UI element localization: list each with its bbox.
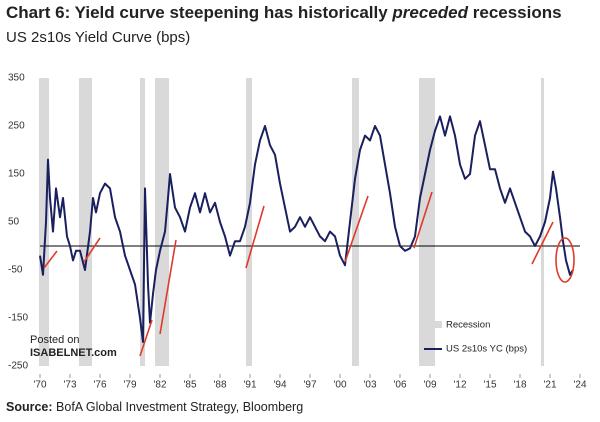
recession-band [352, 78, 359, 366]
arrow [344, 195, 369, 263]
x-tick-label: '97 [303, 380, 316, 391]
plot-area: 350 250 150 50 -50 -150 -250 '70 '73 '76 '79 '82 '85… [8, 73, 587, 391]
data-line [39, 115, 574, 343]
y-tick-label: -50 [8, 265, 23, 276]
arrow [43, 250, 58, 269]
watermark: Posted on ISABELNET.com [30, 334, 117, 359]
recession-band [39, 78, 49, 366]
x-tick-label: '24 [573, 380, 586, 391]
title-part: recessions [473, 3, 562, 22]
chart-title: Chart 6: Yield curve steepening has hist… [6, 3, 562, 22]
arrow [159, 239, 177, 335]
x-tick-label: '15 [483, 380, 496, 391]
source: Source: BofA Global Investment Strategy,… [6, 400, 303, 414]
source-text: BofA Global Investment Strategy, Bloombe… [56, 400, 303, 414]
y-tick-label: 50 [8, 217, 20, 228]
recession-band [541, 78, 544, 366]
x-tick-label: '12 [453, 380, 466, 391]
highlight-circle [555, 237, 575, 283]
x-tick-label: '09 [423, 380, 436, 391]
y-tick-label: -150 [8, 313, 28, 324]
arrow [83, 237, 101, 263]
legend: Recession US 2s10s YC (bps) [424, 320, 527, 355]
legend-label: US 2s10s YC (bps) [446, 344, 527, 355]
x-tick-label: '76 [93, 380, 106, 391]
x-tick-label: '18 [513, 380, 526, 391]
recession-band [140, 78, 145, 366]
x-tick-label: '88 [213, 380, 226, 391]
x-tick-label: '06 [393, 380, 406, 391]
x-tick-label: '00 [333, 380, 346, 391]
arrow [531, 221, 554, 265]
y-tick-label: -250 [8, 361, 28, 372]
x-tick-label: '82 [153, 380, 166, 391]
watermark-text: ISABELNET.com [30, 347, 117, 359]
y-tick-label: 250 [8, 121, 25, 132]
x-tick-label: '79 [123, 380, 136, 391]
y-tick-label: 350 [8, 73, 25, 84]
legend-label: Recession [446, 320, 490, 331]
legend-swatch [424, 321, 442, 328]
source-label: Source: [6, 400, 53, 414]
recession-band [155, 78, 169, 366]
x-tick-label: '85 [183, 380, 196, 391]
subtitle: US 2s10s Yield Curve (bps) [6, 29, 190, 46]
recession-band [246, 78, 252, 366]
arrow [245, 205, 265, 269]
arrow [139, 319, 153, 357]
x-tick-label: '91 [243, 380, 256, 391]
watermark-text: Posted on [30, 334, 80, 346]
recession-band [79, 78, 92, 366]
x-tick-label: '03 [363, 380, 376, 391]
x-tick-label: '94 [273, 380, 286, 391]
x-tick-label: '21 [543, 380, 556, 391]
annotation-arrows [43, 191, 575, 357]
arrow [413, 191, 433, 249]
y-tick-label: 150 [8, 169, 25, 180]
x-tick-label: '73 [63, 380, 76, 391]
title-part: preceded [391, 3, 468, 22]
x-tick-label: '70 [33, 380, 46, 391]
title-part: Chart 6: Yield curve steepening has hist… [6, 3, 388, 22]
